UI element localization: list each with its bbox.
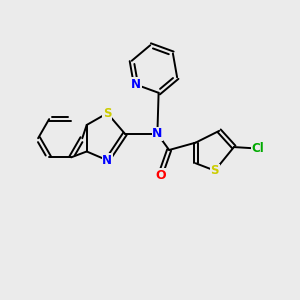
Text: N: N [102, 154, 112, 167]
Text: S: S [211, 164, 219, 177]
Text: N: N [152, 127, 163, 140]
Text: O: O [155, 169, 166, 182]
Text: N: N [131, 78, 141, 91]
Text: S: S [103, 107, 112, 120]
Text: Cl: Cl [251, 142, 264, 155]
